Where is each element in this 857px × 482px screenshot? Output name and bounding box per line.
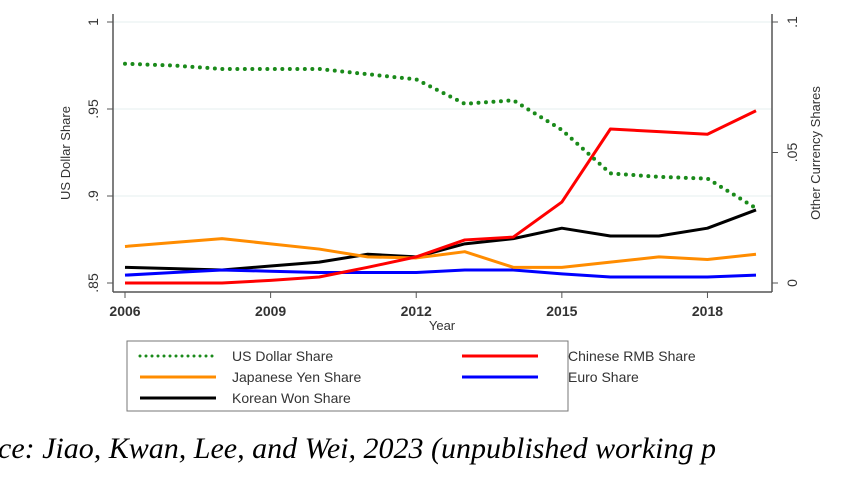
x-axis-label: Year (429, 318, 456, 333)
y-axis-left-label: US Dollar Share (58, 106, 73, 200)
y-left-tick-label: 1 (85, 18, 101, 26)
legend-label: US Dollar Share (232, 348, 333, 364)
x-tick-label: 2012 (401, 303, 432, 319)
x-tick-label: 2018 (692, 303, 723, 319)
legend-label: Japanese Yen Share (232, 369, 361, 385)
y-axis-right-label: Other Currency Shares (808, 86, 823, 220)
y-right-tick-label: 0 (784, 279, 800, 287)
ticks: .85 .9 .95 1 0 .05 .1 2006 2009 2012 2015 2018 (85, 16, 800, 319)
source-caption: ce: Jiao, Kwan, Lee, and Wei, 2023 (unpu… (0, 432, 716, 465)
series-japanese-yen-share (124, 237, 757, 269)
legend-label: Korean Won Share (232, 390, 351, 406)
series-chinese-rmb-share (125, 109, 757, 285)
x-tick-label: 2015 (546, 303, 577, 319)
series-us-dollar-share (123, 61, 758, 211)
gridlines (113, 21, 772, 197)
legend-label: Chinese RMB Share (568, 348, 696, 364)
y-left-tick-label: .95 (85, 99, 101, 119)
series-euro-share (124, 268, 757, 279)
x-tick-label: 2009 (255, 303, 286, 319)
y-right-tick-label: .05 (784, 143, 800, 163)
legend-label: Euro Share (568, 369, 639, 385)
x-tick-label: 2006 (109, 303, 140, 319)
currency-share-chart: .85 .9 .95 1 0 .05 .1 2006 2009 2012 2015 2018 Year… (58, 14, 823, 412)
y-left-tick-label: .9 (85, 190, 101, 202)
series-lines (123, 61, 758, 285)
y-left-tick-label: .85 (85, 273, 101, 293)
legend: US Dollar Share Chinese RMB Share Japanese… (126, 340, 696, 412)
y-right-tick-label: .1 (784, 16, 800, 28)
